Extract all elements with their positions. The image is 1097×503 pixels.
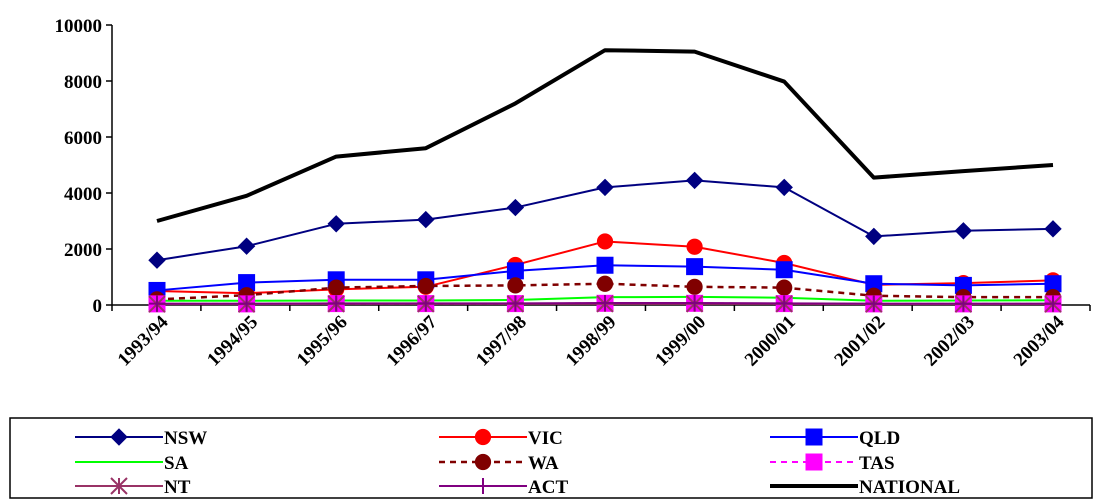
data-point-wa — [328, 279, 345, 296]
legend-label-nt: NT — [164, 477, 191, 498]
series-nsw — [148, 171, 1062, 269]
legend-marker-tas — [805, 453, 823, 471]
x-tick-label: 2003/04 — [1010, 311, 1069, 370]
data-point-act — [865, 295, 882, 312]
y-tick-label: 8000 — [64, 72, 102, 93]
data-point-nsw — [596, 178, 614, 197]
data-point-wa — [596, 275, 614, 292]
x-tick-label: 1996/97 — [382, 311, 441, 370]
data-point-wa — [417, 277, 434, 295]
data-point-act — [776, 295, 793, 312]
legend-marker-nt — [110, 477, 128, 495]
data-point-nsw — [237, 237, 256, 255]
data-point-nsw — [685, 171, 704, 190]
data-point-act — [417, 295, 434, 312]
data-point-nsw — [1044, 220, 1062, 238]
data-point-nsw — [865, 227, 883, 246]
legend-label-sa: SA — [164, 453, 189, 474]
y-tick-label: 4000 — [64, 184, 102, 205]
data-point-act — [1045, 295, 1061, 312]
legend-marker-nsw — [110, 428, 128, 446]
x-tick-label: 2001/02 — [830, 312, 889, 371]
series-line-national — [156, 48, 1054, 223]
series-national — [156, 48, 1054, 223]
legend-marker-wa — [474, 453, 492, 471]
legend-label-tas: TAS — [859, 453, 895, 474]
legend-marker-act — [475, 478, 491, 494]
data-point-act — [238, 295, 255, 312]
data-point-nsw — [148, 251, 166, 269]
data-point-act — [328, 295, 345, 312]
data-point-qld — [775, 261, 793, 279]
legend-label-wa: WA — [528, 453, 559, 474]
data-point-act — [686, 295, 703, 312]
series-layer — [148, 48, 1062, 313]
x-tick-label: 1994/95 — [203, 312, 262, 371]
data-point-act — [955, 295, 972, 312]
data-point-act — [149, 295, 165, 312]
y-tick-label: 2000 — [64, 240, 102, 261]
y-tick-label: 0 — [93, 296, 103, 317]
legend-label-qld: QLD — [859, 428, 900, 449]
data-point-qld — [596, 256, 614, 274]
legend-label-vic: VIC — [528, 428, 563, 449]
x-tick-label: 1998/99 — [562, 312, 621, 371]
data-point-qld — [686, 258, 704, 276]
x-tick-label: 1993/94 — [114, 311, 173, 370]
y-tick-label: 6000 — [64, 128, 102, 149]
data-point-wa — [507, 277, 524, 294]
x-tick-label: 1997/98 — [472, 312, 531, 371]
x-tick-label: 1995/96 — [293, 312, 352, 371]
y-tick-label: 10000 — [55, 16, 103, 37]
legend-label-nsw: NSW — [164, 428, 207, 449]
data-point-nsw — [506, 198, 525, 217]
data-point-act — [507, 295, 524, 312]
data-point-vic — [686, 238, 703, 255]
data-point-nsw — [775, 178, 793, 197]
series-act — [149, 295, 1061, 312]
legend-label-national: NATIONAL — [859, 477, 960, 498]
x-tick-label: 1999/00 — [651, 312, 710, 371]
data-point-nsw — [417, 210, 435, 229]
data-point-nsw — [954, 222, 973, 240]
x-tick-label: 2000/01 — [741, 312, 800, 371]
legend: NSW VIC QLD SA WA TAS NT ACT NATIONAL — [9, 417, 1093, 499]
legend-marker-vic — [474, 428, 492, 446]
data-point-wa — [776, 279, 793, 296]
legend-marker-qld — [805, 428, 823, 446]
data-point-act — [597, 295, 613, 312]
legend-box — [9, 417, 1093, 499]
data-point-wa — [686, 278, 703, 295]
series-qld — [148, 256, 1062, 299]
legend-label-act: ACT — [528, 477, 568, 498]
data-point-qld — [506, 262, 524, 280]
data-point-vic — [596, 233, 614, 250]
x-tick-label: 2002/03 — [920, 312, 979, 371]
data-point-nsw — [327, 215, 345, 233]
